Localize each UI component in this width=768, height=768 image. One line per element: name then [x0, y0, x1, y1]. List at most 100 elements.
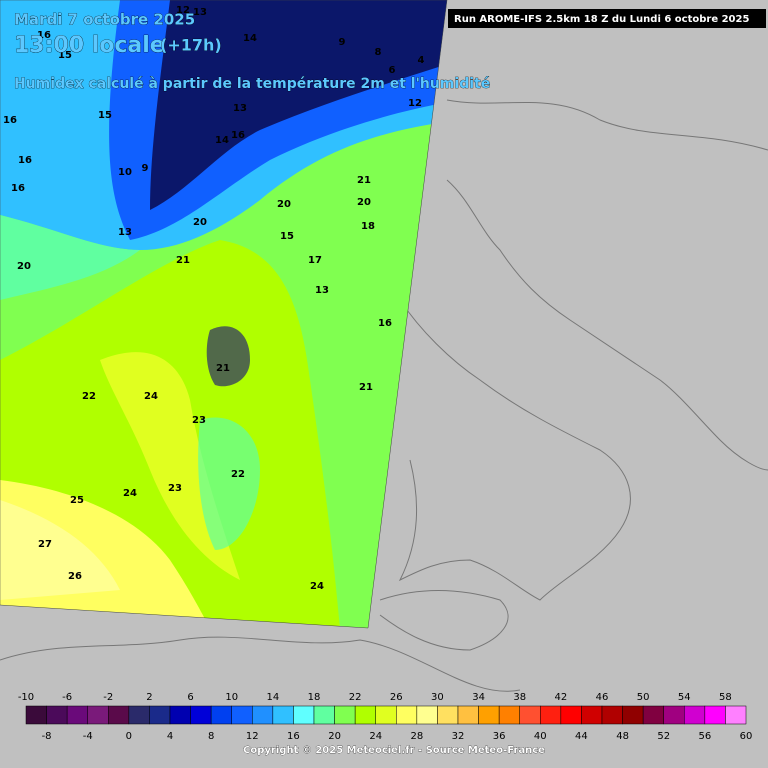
colorbar-tick-label: 52	[657, 731, 670, 742]
contour-label: 16	[378, 318, 392, 329]
contour-label: 20	[193, 217, 207, 228]
contour-label: 6	[389, 65, 396, 76]
field-name: Humidex calculé à partir de la températu…	[14, 76, 490, 92]
domain-border	[0, 0, 448, 629]
colorbar-swatch	[581, 705, 603, 725]
contour-label: 20	[277, 199, 291, 210]
contour-label: 23	[192, 415, 206, 426]
colorbar-tick-label: 10	[225, 692, 238, 703]
colorbar-tick-label: 50	[637, 692, 650, 703]
colorbar-swatch	[663, 705, 685, 725]
contour-label: 9	[339, 37, 346, 48]
colorbar-tick-label: 58	[719, 692, 732, 703]
colorbar-tick-label: 28	[410, 731, 423, 742]
contour-label: 16	[18, 155, 32, 166]
colorbar-tick-label: 32	[452, 731, 465, 742]
contour-label: 16	[3, 115, 17, 126]
contour-label: 21	[357, 175, 371, 186]
colorbar-tick-label: 6	[187, 692, 193, 703]
colorbar-tick-label: 26	[390, 692, 403, 703]
colorbar-swatch	[498, 705, 520, 725]
colorbar-tick-label: 4	[167, 731, 173, 742]
contour-label: 14	[243, 33, 257, 44]
colorbar-tick-label: 30	[431, 692, 444, 703]
contour-label: 24	[123, 488, 137, 499]
colorbar-swatch	[375, 705, 397, 725]
colorbar-swatch	[354, 705, 376, 725]
colorbar-tick-label: 24	[369, 731, 382, 742]
contour-label: 12	[408, 98, 422, 109]
contour-label: 21	[216, 363, 230, 374]
contour-label: 12	[176, 5, 190, 16]
contour-label: 18	[361, 221, 375, 232]
colorbar-swatch	[457, 705, 479, 725]
contour-label: 20	[357, 197, 371, 208]
colorbar-tick-label: 56	[698, 731, 711, 742]
colorbar-tick-label: 38	[513, 692, 526, 703]
colorbar-swatch	[231, 705, 253, 725]
run-info: Run AROME-IFS 2.5km 18 Z du Lundi 6 octo…	[454, 14, 749, 25]
contour-label: 8	[375, 47, 382, 58]
colorbar-tick-label: 40	[534, 731, 547, 742]
colorbar-tick-label: -2	[103, 692, 113, 703]
colorbar-swatch	[149, 705, 171, 725]
contour-label: 24	[310, 581, 324, 592]
contour-label: 21	[359, 382, 373, 393]
contour-label: 10	[118, 167, 132, 178]
contour-label: 16	[37, 30, 51, 41]
colorbar-swatch	[601, 705, 623, 725]
colorbar-swatch	[87, 705, 109, 725]
colorbar-swatch	[313, 705, 335, 725]
colorbar-tick-label: -10	[18, 692, 34, 703]
colorbar-swatch	[725, 705, 747, 725]
colorbar-tick-label: 34	[472, 692, 485, 703]
colorbar-swatch	[25, 705, 47, 725]
humidex-field	[0, 0, 447, 628]
colorbar-swatch	[293, 705, 315, 725]
contour-label: 24	[144, 391, 158, 402]
contour-label: 15	[98, 110, 112, 121]
colorbar-tick-label: 2	[146, 692, 152, 703]
colorbar-tick-label: 42	[554, 692, 567, 703]
colorbar: -10-8-6-4-202468101214161820222426283032…	[18, 692, 753, 742]
colorbar-swatch	[66, 705, 88, 725]
contour-label: 27	[38, 539, 52, 550]
colorbar-swatch	[46, 705, 68, 725]
colorbar-swatch	[334, 705, 356, 725]
colorbar-swatch	[210, 705, 232, 725]
colorbar-swatch	[540, 705, 562, 725]
copyright: Copyright © 2025 Meteociel.fr - Source M…	[243, 745, 545, 756]
coastlines	[0, 99, 768, 692]
colorbar-tick-label: 60	[740, 731, 753, 742]
colorbar-swatch	[252, 705, 274, 725]
colorbar-tick-label: 36	[493, 731, 506, 742]
colorbar-swatch	[478, 705, 500, 725]
colorbar-tick-label: 16	[287, 731, 300, 742]
colorbar-swatch	[272, 705, 294, 725]
contour-label: 26	[68, 571, 82, 582]
colorbar-tick-label: -8	[42, 731, 52, 742]
colorbar-tick-label: 14	[266, 692, 279, 703]
colorbar-tick-label: 0	[126, 731, 132, 742]
colorbar-swatch	[169, 705, 191, 725]
contour-label: 21	[176, 255, 190, 266]
colorbar-swatch	[416, 705, 438, 725]
colorbar-tick-label: 54	[678, 692, 691, 703]
contour-label: 4	[418, 55, 425, 66]
lead-time: (+17h)	[160, 36, 222, 55]
contour-label: 13	[118, 227, 132, 238]
contour-label: 16	[231, 130, 245, 141]
colorbar-tick-label: -6	[62, 692, 72, 703]
colorbar-swatch	[128, 705, 150, 725]
colorbar-tick-label: 8	[208, 731, 214, 742]
time: 13:00 locale	[14, 33, 165, 58]
colorbar-swatch	[396, 705, 418, 725]
colorbar-swatch	[622, 705, 644, 725]
contour-label: 13	[193, 7, 207, 18]
colorbar-tick-label: 46	[596, 692, 609, 703]
colorbar-tick-label: 12	[246, 731, 259, 742]
colorbar-swatch	[642, 705, 664, 725]
